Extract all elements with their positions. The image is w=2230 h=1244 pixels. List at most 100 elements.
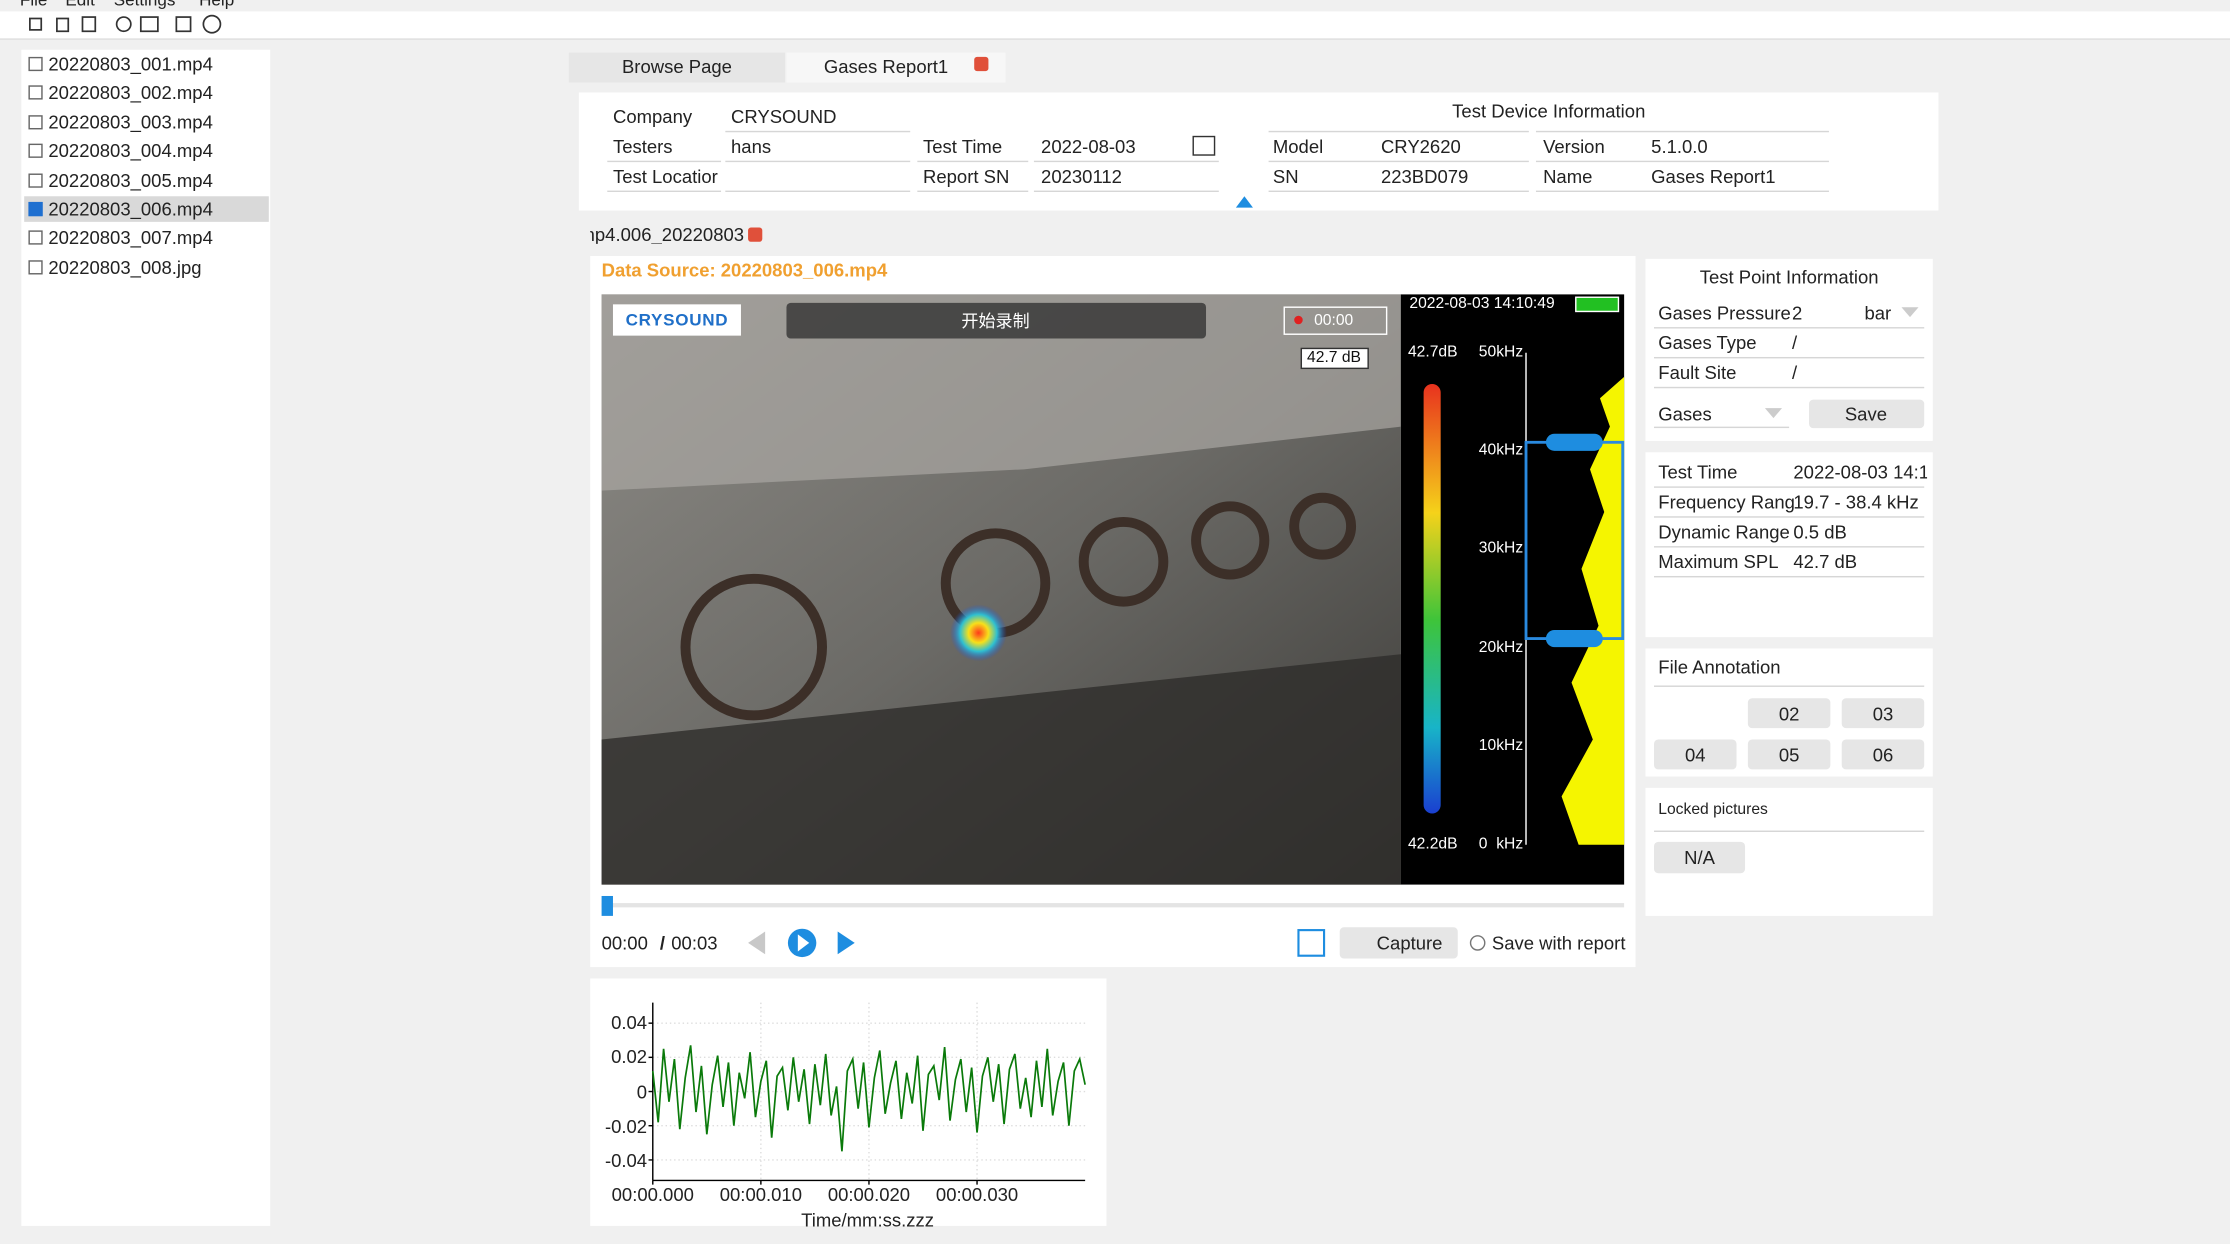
- field-label: Fault Site: [1658, 361, 1737, 384]
- frequency-label: 40kHz: [1478, 441, 1524, 459]
- pin-label[interactable]: 04: [1684, 744, 1706, 766]
- file-name[interactable]: 20220803_001.mp4: [48, 53, 213, 75]
- capture-button[interactable]: [1339, 927, 1458, 959]
- gases-dropdown[interactable]: [1764, 408, 1783, 419]
- file-name[interactable]: 20220803_002.mp4: [48, 82, 213, 104]
- pin-button[interactable]: [1747, 739, 1831, 770]
- unit-dropdown[interactable]: [1901, 307, 1919, 318]
- tab-label[interactable]: Browse Page: [621, 56, 732, 78]
- snapshot-button[interactable]: [1297, 929, 1326, 957]
- menu-item[interactable]: Settings: [113, 0, 176, 10]
- checkbox[interactable]: [28, 172, 43, 188]
- file-name[interactable]: 20220803_004.mp4: [48, 140, 213, 162]
- calendar-icon[interactable]: [1192, 135, 1216, 156]
- logo-box: [612, 304, 741, 336]
- menu-item[interactable]: Help: [199, 0, 235, 10]
- file-tab[interactable]: 20220803_006.mp4: [590, 225, 744, 244]
- current-time: 00:00: [601, 932, 648, 954]
- close-file-tab-icon[interactable]: [748, 227, 763, 242]
- field-value: CRYSOUND: [731, 105, 837, 128]
- locked-value[interactable]: N/A: [1684, 846, 1715, 869]
- field-underline: [1654, 356, 1925, 359]
- checkbox[interactable]: [28, 201, 43, 217]
- tab[interactable]: [568, 52, 786, 83]
- field-value: 20230112: [1041, 165, 1122, 188]
- band-handle-bottom[interactable]: [1545, 630, 1603, 648]
- pin-label[interactable]: 02: [1778, 703, 1800, 725]
- save-label[interactable]: Save: [1844, 403, 1887, 425]
- progress-thumb[interactable]: [601, 895, 613, 916]
- sound-level: 42.7 dB: [1307, 349, 1361, 367]
- field-underline: [1535, 160, 1829, 163]
- prev-button[interactable]: [748, 931, 766, 955]
- save-radio[interactable]: [1469, 935, 1486, 951]
- section-title: Locked pictures: [1658, 801, 1768, 819]
- checkbox[interactable]: [28, 56, 43, 72]
- checkbox[interactable]: [28, 230, 43, 246]
- field-value: 5.1.0.0: [1651, 135, 1708, 158]
- file-name[interactable]: 20220803_003.mp4: [48, 111, 213, 133]
- field-label: Testers: [612, 135, 673, 158]
- locked-button[interactable]: [1654, 841, 1746, 874]
- field-label: Version: [1543, 135, 1605, 158]
- save-button[interactable]: [1809, 399, 1925, 429]
- field-underline: [1654, 685, 1925, 687]
- capture-label[interactable]: Capture: [1376, 932, 1443, 954]
- field-underline: [1268, 190, 1529, 192]
- file-name[interactable]: 20220803_006.mp4: [48, 198, 213, 220]
- file-name[interactable]: 20220803_005.mp4: [48, 169, 213, 191]
- file-name[interactable]: 20220803_008.jpg: [48, 256, 202, 278]
- field-underline: [607, 190, 722, 192]
- waveform-line: [651, 1045, 1086, 1152]
- field-label: Report SN: [923, 165, 1010, 188]
- close-tab-icon[interactable]: [974, 56, 989, 72]
- pin-label[interactable]: 03: [1872, 703, 1894, 725]
- field-value: /: [1791, 361, 1798, 384]
- collapse-arrow[interactable]: [1235, 196, 1253, 208]
- menu-item[interactable]: File: [19, 0, 48, 10]
- gases-select[interactable]: Gases: [1658, 403, 1712, 425]
- x-axis-label: Time/mm:ss.zzz: [801, 1209, 934, 1231]
- toolbar-icons[interactable]: [29, 14, 222, 34]
- field-underline: [725, 190, 911, 192]
- stat-label: Dynamic Range: [1658, 521, 1790, 543]
- pin-button[interactable]: [1747, 698, 1831, 729]
- frequency-label: 30kHz: [1478, 540, 1524, 558]
- save-with-report[interactable]: Save with report: [1491, 932, 1626, 954]
- record-box: [1283, 306, 1388, 335]
- field-label: Test Time: [923, 135, 1003, 158]
- field-underline: [1654, 386, 1925, 389]
- checkbox[interactable]: [28, 143, 43, 159]
- tab-active[interactable]: [786, 52, 1006, 83]
- pin-label[interactable]: 06: [1872, 744, 1894, 766]
- pin-button[interactable]: [1841, 698, 1925, 729]
- frequency-label: 20kHz: [1478, 638, 1524, 656]
- data-source: Data Source: 20220803_006.mp4: [601, 259, 888, 281]
- record-banner: [786, 302, 1207, 339]
- field-value: 223BD079: [1380, 165, 1469, 188]
- stat-value: 0.5 dB: [1793, 522, 1847, 542]
- section-title: File Annotation: [1658, 656, 1781, 678]
- menu-item[interactable]: Edit: [65, 0, 95, 10]
- pin-label[interactable]: 05: [1778, 744, 1800, 766]
- band-handle-top[interactable]: [1545, 433, 1603, 451]
- y-tick-label: 0.02: [611, 1046, 648, 1068]
- field-value: Gases Report1: [1651, 165, 1776, 188]
- pin-button[interactable]: [1841, 739, 1925, 770]
- field-label: SN: [1272, 165, 1299, 188]
- spectrum-curve: [1561, 376, 1625, 845]
- play-icon: [797, 934, 810, 952]
- next-button[interactable]: [837, 931, 855, 955]
- checkbox[interactable]: [28, 259, 43, 275]
- file-name[interactable]: 20220803_007.mp4: [48, 227, 213, 249]
- field-underline: [1654, 546, 1925, 548]
- checkbox[interactable]: [28, 114, 43, 130]
- progress-track[interactable]: [601, 903, 1625, 908]
- pin-button[interactable]: [1654, 739, 1737, 770]
- tab-label[interactable]: Gases Report1: [823, 56, 949, 78]
- checkbox[interactable]: [28, 85, 43, 101]
- frequency-label: 0 kHz: [1478, 835, 1524, 853]
- x-tick-label: 00:00.000: [611, 1183, 694, 1206]
- field-underline: [725, 160, 911, 163]
- field-underline: [1535, 130, 1829, 133]
